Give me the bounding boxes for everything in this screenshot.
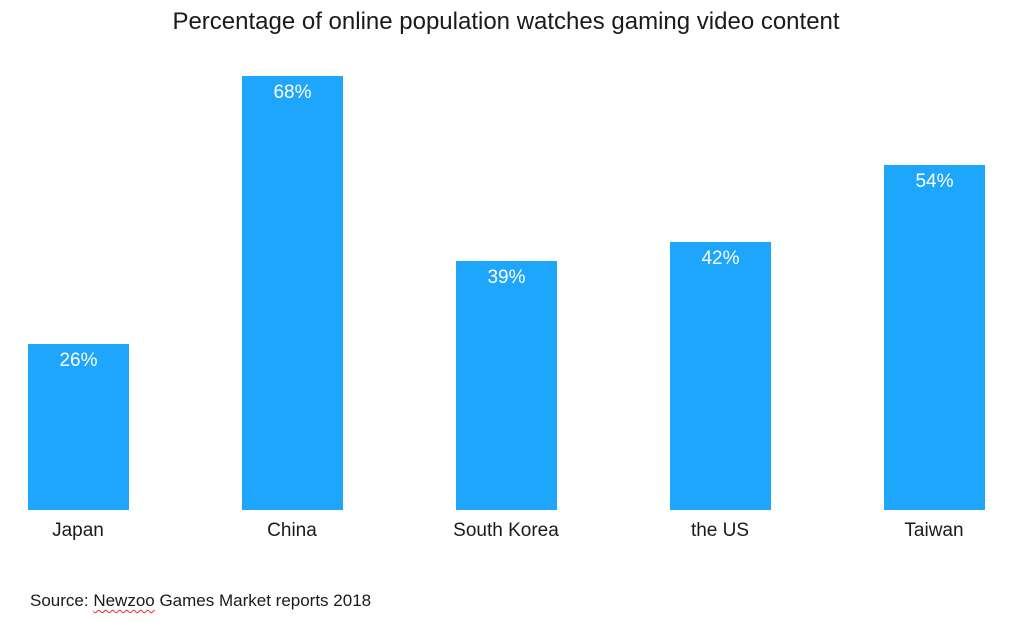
bar-value-label: 68% xyxy=(273,82,312,103)
bar-value-label: 26% xyxy=(59,350,98,372)
bar-south-korea: 39% xyxy=(456,261,557,510)
source-prefix: Source: xyxy=(30,591,94,610)
source-note: Source: Newzoo Games Market reports 2018 xyxy=(30,591,371,611)
x-tick-label: China xyxy=(267,520,317,541)
chart-title: Percentage of online population watches … xyxy=(172,8,840,35)
x-tick-label: Taiwan xyxy=(904,520,964,541)
x-tick-label: Japan xyxy=(52,520,104,541)
bar-china: 68% xyxy=(242,76,343,510)
bar-the-us: 42% xyxy=(670,241,771,510)
x-tick-label: the US xyxy=(690,520,750,541)
source-brand: Newzoo xyxy=(93,591,155,610)
bar-taiwan: 54% xyxy=(884,165,985,510)
x-tick-label: South Korea xyxy=(453,520,559,541)
plot-area: 26% 68% 39% 42% 54% xyxy=(28,76,985,510)
bar-value-label: 42% xyxy=(701,247,740,269)
source-suffix: Games Market reports 2018 xyxy=(154,591,372,610)
bar-value-label: 39% xyxy=(487,267,526,289)
bar-value-label: 54% xyxy=(915,171,954,193)
bar-japan: 26% xyxy=(28,344,129,510)
